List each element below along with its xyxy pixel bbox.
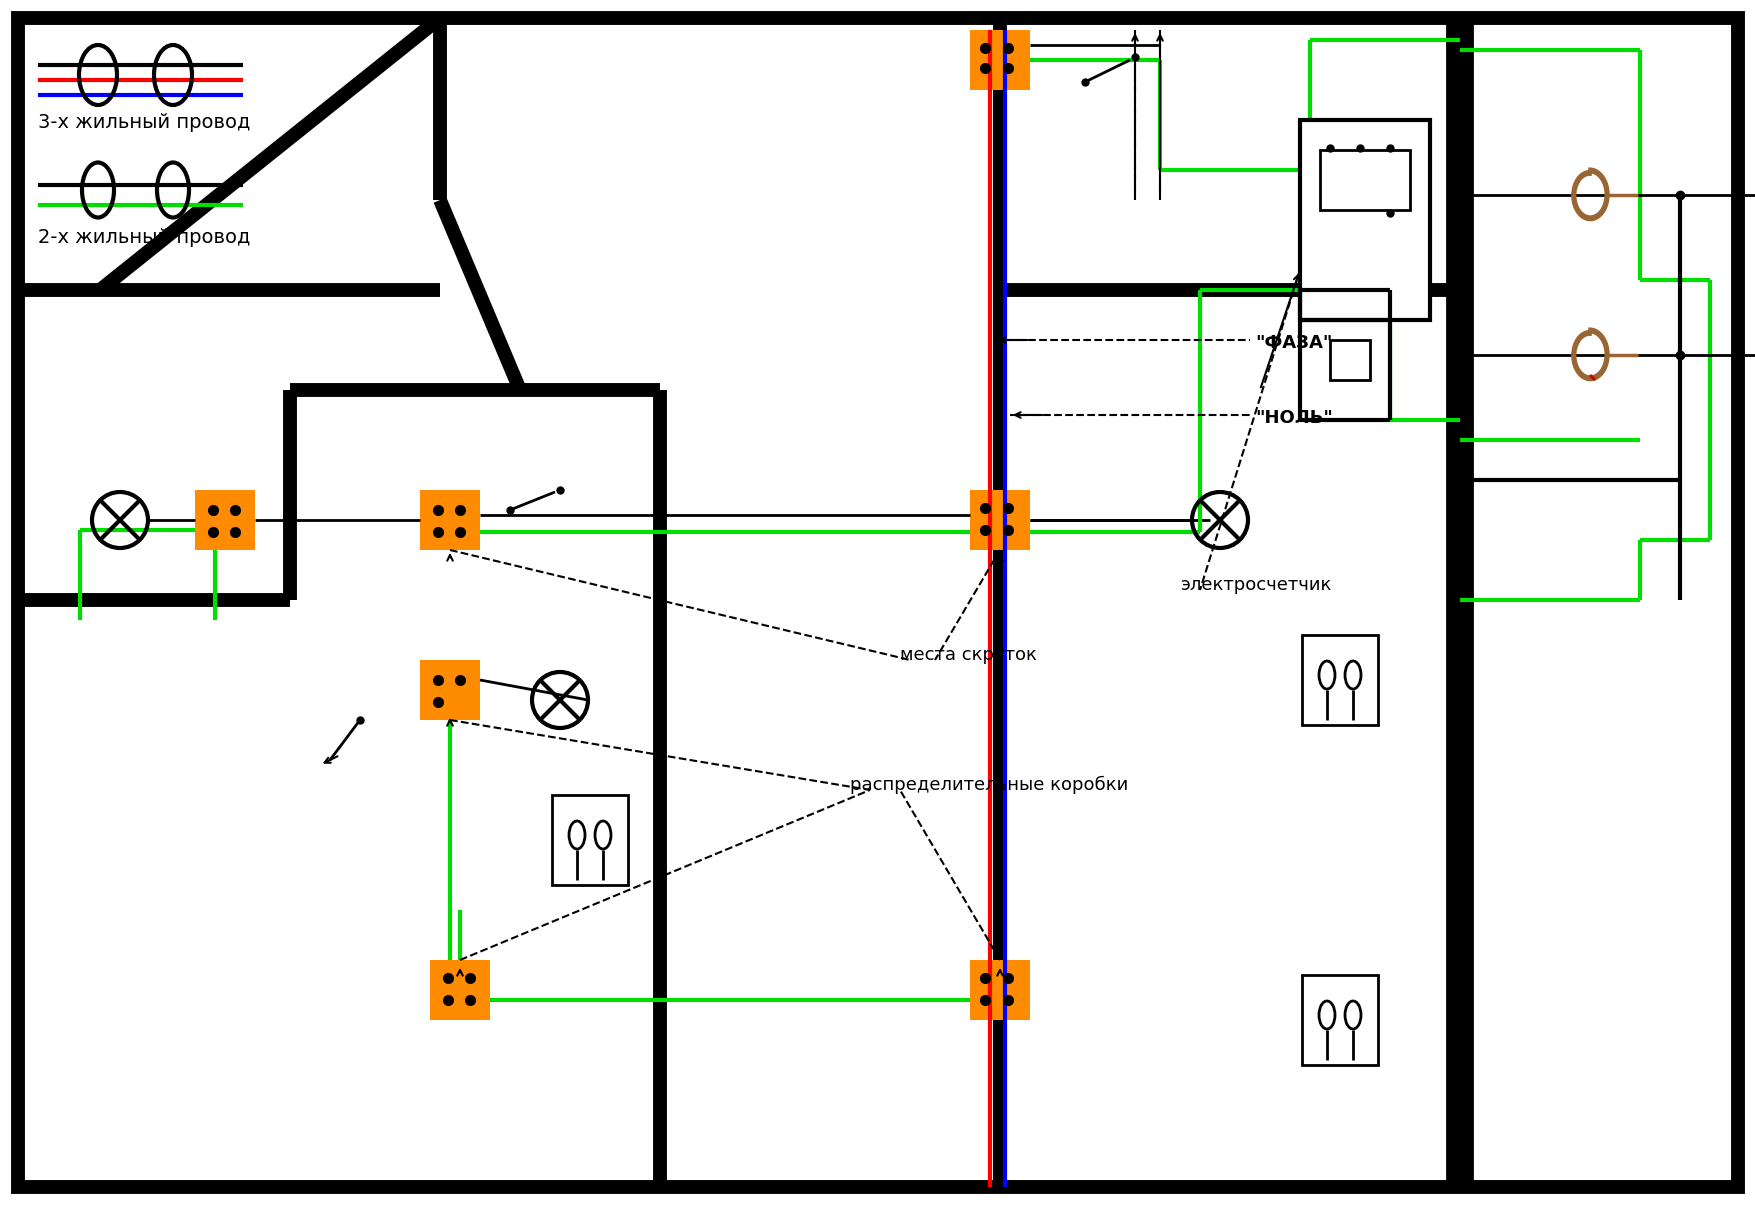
Bar (969, 960, 1030, 1019)
Text: распределительные коробки: распределительные коробки (849, 776, 1128, 794)
Bar (969, 490, 1030, 549)
Bar (430, 960, 490, 1019)
Bar (1299, 120, 1429, 321)
Bar (1320, 149, 1409, 210)
Text: "ФАЗА": "ФАЗА" (1255, 334, 1332, 352)
Text: электросчетчик: электросчетчик (1179, 576, 1330, 594)
Bar (1329, 340, 1369, 380)
Bar (551, 795, 628, 884)
Text: "НОЛЬ": "НОЛЬ" (1255, 408, 1332, 427)
Bar (1300, 975, 1378, 1065)
Text: 3-х жильный провод: 3-х жильный провод (39, 113, 251, 133)
Bar (969, 30, 1030, 90)
Bar (419, 660, 479, 721)
Bar (1300, 635, 1378, 725)
Text: 2-х жильный провод: 2-х жильный провод (39, 228, 251, 247)
Bar (419, 490, 479, 549)
Text: места скруток: места скруток (900, 646, 1035, 664)
Bar (195, 490, 254, 549)
